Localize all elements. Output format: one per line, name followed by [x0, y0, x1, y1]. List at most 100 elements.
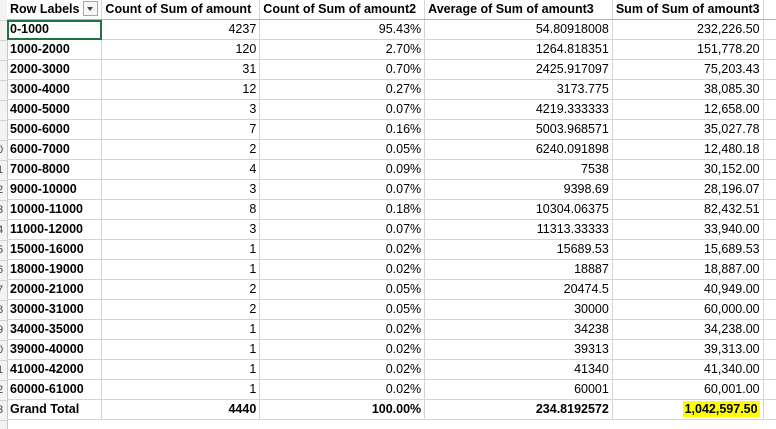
percent-cell[interactable]: 0.02% [259, 359, 426, 380]
average-cell[interactable]: 9398.69 [424, 179, 613, 200]
average-cell[interactable]: 18887 [424, 259, 613, 280]
sum-cell[interactable]: 33,940.00 [612, 219, 764, 240]
count-cell[interactable]: 31 [101, 59, 261, 80]
row-label-cell[interactable]: 41000-42000 [7, 359, 103, 380]
average-cell[interactable]: 10304.06375 [424, 199, 613, 220]
col-header-average-amount3[interactable]: Average of Sum of amount3 [424, 0, 613, 20]
empty-cell[interactable] [763, 179, 776, 200]
empty-cell[interactable] [763, 239, 776, 260]
count-cell[interactable]: 2 [101, 279, 261, 300]
percent-cell[interactable]: 2.70% [259, 39, 426, 60]
average-cell[interactable]: 41340 [424, 359, 613, 380]
sum-cell[interactable]: 60,000.00 [612, 299, 764, 320]
row-label-cell[interactable]: 7000-8000 [7, 159, 103, 180]
sum-cell[interactable]: 38,085.30 [612, 79, 764, 100]
filter-dropdown-icon[interactable] [83, 1, 99, 17]
percent-cell[interactable]: 0.07% [259, 99, 426, 120]
percent-cell[interactable]: 0.09% [259, 159, 426, 180]
percent-cell[interactable]: 0.02% [259, 339, 426, 360]
count-cell[interactable]: 8 [101, 199, 261, 220]
row-label-cell[interactable]: 30000-31000 [7, 299, 103, 320]
average-cell[interactable]: 39313 [424, 339, 613, 360]
percent-cell[interactable]: 0.05% [259, 139, 426, 160]
percent-cell[interactable]: 0.16% [259, 119, 426, 140]
empty-cell[interactable] [763, 339, 776, 360]
sum-cell[interactable]: 12,480.18 [612, 139, 764, 160]
row-label-cell[interactable]: 60000-61000 [7, 379, 103, 400]
sum-cell[interactable]: 30,152.00 [612, 159, 764, 180]
sum-cell[interactable]: 34,238.00 [612, 319, 764, 340]
percent-cell[interactable]: 0.02% [259, 379, 426, 400]
average-cell[interactable]: 4219.333333 [424, 99, 613, 120]
percent-cell[interactable]: 0.27% [259, 79, 426, 100]
count-cell[interactable]: 3 [101, 179, 261, 200]
percent-cell[interactable]: 0.02% [259, 319, 426, 340]
row-number[interactable]: 7 [0, 280, 7, 301]
empty-cell[interactable] [763, 19, 776, 40]
col-header-count-amount2[interactable]: Count of Sum of amount2 [259, 0, 426, 20]
grand-total-label[interactable]: Grand Total [7, 399, 103, 420]
empty-cell[interactable] [763, 319, 776, 340]
average-cell[interactable]: 34238 [424, 319, 613, 340]
average-cell[interactable]: 2425.917097 [424, 59, 613, 80]
empty-cell[interactable] [763, 119, 776, 140]
row-label-cell[interactable]: 18000-19000 [7, 259, 103, 280]
row-number[interactable]: 2 [0, 380, 7, 401]
empty-cell[interactable] [763, 79, 776, 100]
empty-cell[interactable] [763, 39, 776, 60]
row-number[interactable] [0, 40, 7, 61]
count-cell[interactable]: 12 [101, 79, 261, 100]
sum-cell[interactable]: 35,027.78 [612, 119, 764, 140]
count-cell[interactable]: 2 [101, 299, 261, 320]
row-label-cell[interactable]: 10000-11000 [7, 199, 103, 220]
empty-cell[interactable] [763, 279, 776, 300]
count-cell[interactable]: 1 [101, 239, 261, 260]
row-label-cell[interactable]: 11000-12000 [7, 219, 103, 240]
empty-cell[interactable] [763, 259, 776, 280]
average-cell[interactable]: 30000 [424, 299, 613, 320]
row-number[interactable] [0, 80, 7, 101]
sum-cell[interactable]: 12,658.00 [612, 99, 764, 120]
count-cell[interactable]: 4 [101, 159, 261, 180]
row-number[interactable] [0, 120, 7, 141]
percent-cell[interactable]: 0.05% [259, 299, 426, 320]
row-number[interactable]: 0 [0, 340, 7, 361]
row-number[interactable]: 4 [0, 220, 7, 241]
empty-cell[interactable] [763, 219, 776, 240]
row-label-cell[interactable]: 3000-4000 [7, 79, 103, 100]
row-label-cell[interactable]: 34000-35000 [7, 319, 103, 340]
row-label-cell[interactable]: 6000-7000 [7, 139, 103, 160]
percent-cell[interactable]: 0.18% [259, 199, 426, 220]
average-cell[interactable]: 60001 [424, 379, 613, 400]
row-label-cell[interactable]: 15000-16000 [7, 239, 103, 260]
count-cell[interactable]: 1 [101, 259, 261, 280]
row-number[interactable]: 3 [0, 200, 7, 221]
count-cell[interactable]: 3 [101, 219, 261, 240]
percent-cell[interactable]: 0.02% [259, 239, 426, 260]
sum-cell[interactable]: 75,203.43 [612, 59, 764, 80]
count-cell[interactable]: 4237 [101, 19, 261, 40]
sum-cell[interactable]: 15,689.53 [612, 239, 764, 260]
row-number[interactable] [0, 100, 7, 121]
row-number[interactable] [0, 60, 7, 81]
average-cell[interactable]: 5003.968571 [424, 119, 613, 140]
average-cell[interactable]: 15689.53 [424, 239, 613, 260]
row-number[interactable]: 6 [0, 260, 7, 281]
average-cell[interactable]: 11313.33333 [424, 219, 613, 240]
percent-cell[interactable]: 0.70% [259, 59, 426, 80]
average-cell[interactable]: 3173.775 [424, 79, 613, 100]
count-cell[interactable]: 1 [101, 379, 261, 400]
row-number[interactable]: 1 [0, 360, 7, 381]
row-number[interactable] [0, 20, 7, 41]
average-cell[interactable]: 6240.091898 [424, 139, 613, 160]
empty-cell[interactable] [763, 299, 776, 320]
row-number[interactable]: 5 [0, 240, 7, 261]
percent-cell[interactable]: 95.43% [259, 19, 426, 40]
sum-cell[interactable]: 39,313.00 [612, 339, 764, 360]
sum-cell[interactable]: 60,001.00 [612, 379, 764, 400]
row-label-cell[interactable]: 0-1000 [7, 19, 103, 40]
empty-cell[interactable] [763, 359, 776, 380]
empty-cell[interactable] [763, 139, 776, 160]
row-label-cell[interactable]: 9000-10000 [7, 179, 103, 200]
row-number[interactable] [0, 0, 7, 21]
